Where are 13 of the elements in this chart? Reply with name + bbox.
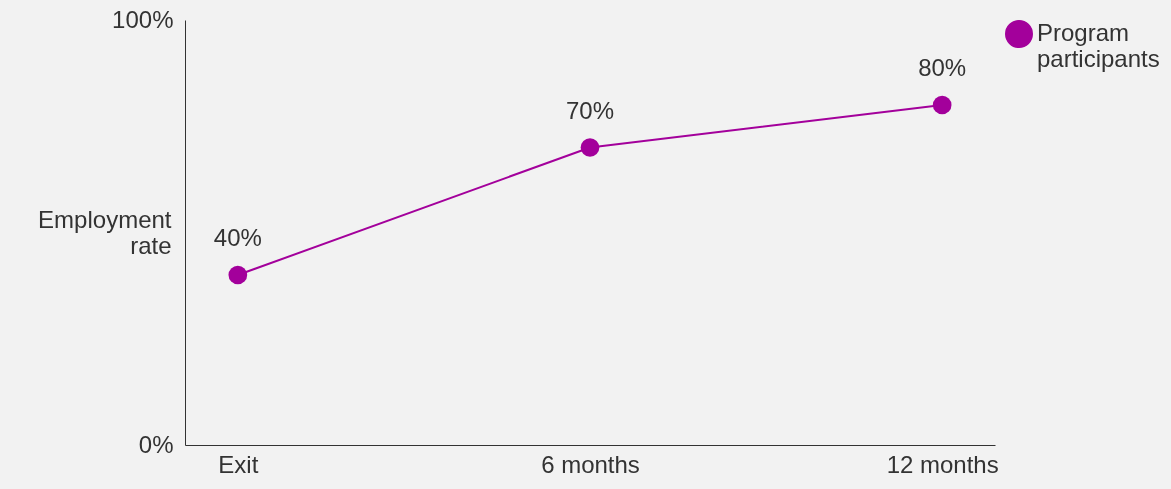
point xyxy=(580,138,600,157)
point xyxy=(932,95,952,115)
point xyxy=(228,265,248,285)
legend-label: Program participants xyxy=(1037,19,1160,72)
text: 80% xyxy=(918,54,967,81)
y-axis-title: Employment rate xyxy=(38,205,172,259)
text: 70% xyxy=(565,96,615,124)
x-tick-label: Exit xyxy=(218,450,259,478)
x-tick-label: 12 months xyxy=(886,450,999,478)
y-tick-label: 100% xyxy=(112,5,174,33)
x-tick-label: 6 months xyxy=(541,450,640,478)
text: 40% xyxy=(213,224,262,251)
y-tick-label: 0% xyxy=(138,430,174,458)
